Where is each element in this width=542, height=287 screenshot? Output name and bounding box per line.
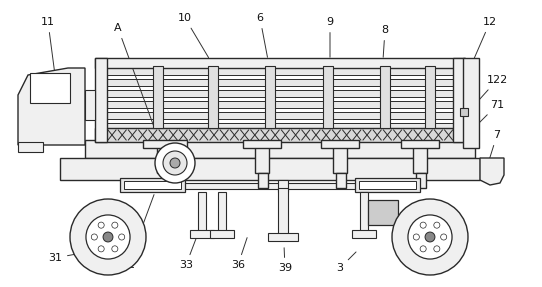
Polygon shape: [18, 68, 85, 145]
Circle shape: [392, 199, 468, 275]
Bar: [463, 58, 479, 148]
Bar: [210, 230, 234, 238]
Bar: [359, 181, 416, 189]
Bar: [95, 58, 107, 142]
Bar: [321, 140, 359, 148]
Bar: [107, 112, 453, 119]
Text: 10: 10: [178, 13, 209, 58]
Bar: [460, 108, 468, 116]
Text: 33: 33: [179, 218, 204, 270]
Bar: [268, 233, 298, 241]
Text: A: A: [114, 23, 157, 135]
Text: 3: 3: [337, 252, 356, 273]
Circle shape: [163, 151, 187, 175]
Circle shape: [408, 215, 452, 259]
Bar: [323, 66, 333, 128]
Text: 5: 5: [437, 242, 457, 263]
Bar: [18, 142, 43, 152]
Bar: [453, 58, 465, 142]
Text: 32: 32: [121, 195, 154, 270]
Bar: [360, 192, 368, 234]
Circle shape: [98, 246, 104, 252]
Circle shape: [425, 232, 435, 242]
Text: 122: 122: [472, 75, 508, 108]
Bar: [107, 101, 453, 108]
Bar: [163, 173, 173, 188]
Circle shape: [91, 234, 98, 240]
Bar: [355, 178, 420, 192]
Bar: [243, 140, 281, 148]
Bar: [218, 192, 226, 234]
Text: 11: 11: [41, 17, 55, 72]
Text: 36: 36: [231, 238, 247, 270]
Circle shape: [112, 222, 118, 228]
Bar: [380, 66, 390, 128]
Circle shape: [70, 199, 146, 275]
Bar: [416, 173, 426, 188]
Polygon shape: [480, 158, 504, 185]
Bar: [425, 66, 435, 128]
Bar: [208, 66, 218, 128]
Bar: [190, 230, 214, 238]
Bar: [401, 140, 439, 148]
Bar: [352, 230, 376, 238]
Circle shape: [414, 234, 420, 240]
Bar: [107, 90, 453, 97]
Text: 9: 9: [326, 17, 333, 57]
Circle shape: [441, 234, 447, 240]
Circle shape: [434, 222, 440, 228]
Bar: [153, 66, 163, 128]
Bar: [265, 66, 275, 128]
Text: 71: 71: [474, 100, 504, 128]
Circle shape: [103, 232, 113, 242]
Bar: [120, 178, 185, 192]
Bar: [107, 68, 453, 75]
Text: 31: 31: [48, 251, 95, 263]
Circle shape: [98, 222, 104, 228]
Bar: [183, 183, 358, 189]
Bar: [413, 143, 427, 173]
Bar: [60, 158, 480, 180]
Circle shape: [119, 234, 125, 240]
Bar: [95, 58, 465, 68]
Circle shape: [86, 215, 130, 259]
Bar: [107, 123, 453, 130]
Bar: [85, 140, 475, 158]
Bar: [85, 90, 95, 120]
Text: 8: 8: [382, 25, 389, 57]
Bar: [278, 188, 288, 238]
Bar: [198, 192, 206, 234]
Bar: [124, 181, 181, 189]
Bar: [30, 73, 70, 103]
Bar: [157, 143, 173, 173]
Bar: [143, 140, 187, 148]
Circle shape: [420, 222, 426, 228]
Circle shape: [420, 246, 426, 252]
Text: 12: 12: [471, 17, 497, 65]
Circle shape: [155, 143, 195, 183]
Bar: [255, 143, 269, 173]
Bar: [278, 180, 288, 192]
Circle shape: [170, 158, 180, 168]
Text: 7: 7: [487, 130, 501, 167]
Bar: [95, 128, 465, 142]
Circle shape: [434, 246, 440, 252]
Bar: [368, 200, 398, 225]
Bar: [333, 143, 347, 173]
Bar: [258, 173, 268, 188]
Text: 39: 39: [278, 248, 292, 273]
Bar: [336, 173, 346, 188]
Bar: [107, 79, 453, 86]
Circle shape: [112, 246, 118, 252]
Text: 6: 6: [256, 13, 268, 57]
